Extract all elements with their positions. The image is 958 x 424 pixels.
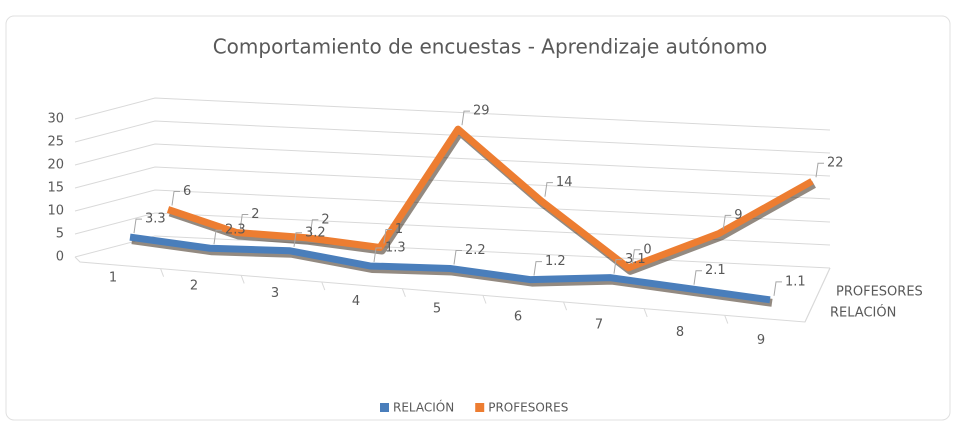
data-label: 1: [395, 222, 403, 237]
data-label: 9: [734, 208, 742, 223]
y-tick-label: 0: [56, 250, 64, 265]
x-tick: [643, 308, 648, 318]
leader-line: [693, 270, 702, 285]
leader-line: [461, 110, 470, 126]
leader-line: [631, 249, 641, 264]
x-tick-label: 5: [433, 302, 441, 317]
data-label: 3.3: [145, 212, 166, 227]
grid-line: [74, 166, 831, 200]
grid-line: [74, 212, 831, 246]
data-label: 6: [183, 184, 191, 199]
leader-line: [453, 249, 462, 265]
y-tick-label: 25: [47, 135, 64, 150]
y-tick-label: 20: [47, 158, 64, 173]
series-line: [129, 233, 771, 304]
legend-swatch: [380, 403, 389, 412]
legend-label: PROFESORES: [488, 401, 568, 415]
x-tick-label: 7: [595, 317, 603, 332]
x-tick-label: 6: [514, 310, 522, 325]
x-tick-label: 4: [352, 294, 360, 309]
leader-line: [309, 219, 319, 234]
leader-line: [544, 182, 553, 197]
x-tick: [482, 295, 487, 304]
x-tick-label: 8: [676, 325, 684, 340]
data-label: 29: [473, 104, 490, 119]
leader-line: [722, 214, 732, 230]
x-tick: [401, 288, 406, 297]
data-label: 14: [556, 175, 573, 190]
leader-line: [171, 191, 180, 206]
x-tick-label: 1: [109, 271, 117, 286]
series-line: [166, 125, 814, 272]
leader-line: [293, 232, 302, 247]
data-label: 0: [643, 242, 651, 257]
depth-axis: [804, 267, 831, 323]
y-tick-label: 30: [47, 112, 64, 127]
x-tick: [240, 275, 245, 284]
grid-line: [74, 189, 831, 223]
legend-label: RELACIÓN: [393, 400, 454, 415]
leader-line: [239, 213, 249, 229]
data-label: 3.2: [305, 225, 326, 240]
data-label: 2.3: [225, 223, 246, 238]
grid-line: [74, 143, 831, 177]
data-label: 1.2: [545, 254, 566, 269]
leader-line: [533, 261, 542, 276]
x-tick-label: 3: [271, 286, 279, 301]
data-label: 2: [251, 207, 259, 222]
leader-line: [815, 162, 824, 178]
leader-line: [133, 218, 142, 234]
legend-swatch: [475, 403, 485, 412]
data-label: 1.3: [385, 240, 406, 255]
depth-label: PROFESORES: [836, 285, 923, 300]
depth-label: RELACIÓN: [830, 305, 896, 321]
grid-line: [74, 235, 831, 269]
x-tick: [321, 281, 326, 291]
x-tick-label: 2: [190, 278, 198, 293]
data-label: 2.2: [465, 243, 486, 258]
leader-line: [613, 259, 622, 274]
x-tick: [160, 268, 165, 277]
x-tick: [563, 302, 568, 311]
data-label: 3.1: [625, 252, 646, 267]
leader-line: [773, 281, 782, 296]
x-tick: [724, 315, 729, 324]
data-label: 22: [827, 156, 844, 171]
x-tick-label: 9: [757, 333, 765, 348]
data-label: 2.1: [705, 263, 726, 278]
leader-line: [373, 247, 382, 263]
grid-line: [74, 120, 831, 154]
leader-line: [213, 229, 222, 245]
data-label: 1.1: [785, 274, 806, 289]
chart-title: Comportamiento de encuestas - Aprendizaj…: [213, 35, 768, 59]
leader-line: [383, 228, 392, 244]
y-tick-label: 10: [47, 204, 64, 219]
grid-line: [74, 97, 831, 131]
data-label: 2: [321, 212, 329, 227]
chart-frame: [5, 15, 951, 421]
y-tick-label: 5: [56, 227, 64, 242]
y-tick-label: 15: [47, 181, 64, 196]
